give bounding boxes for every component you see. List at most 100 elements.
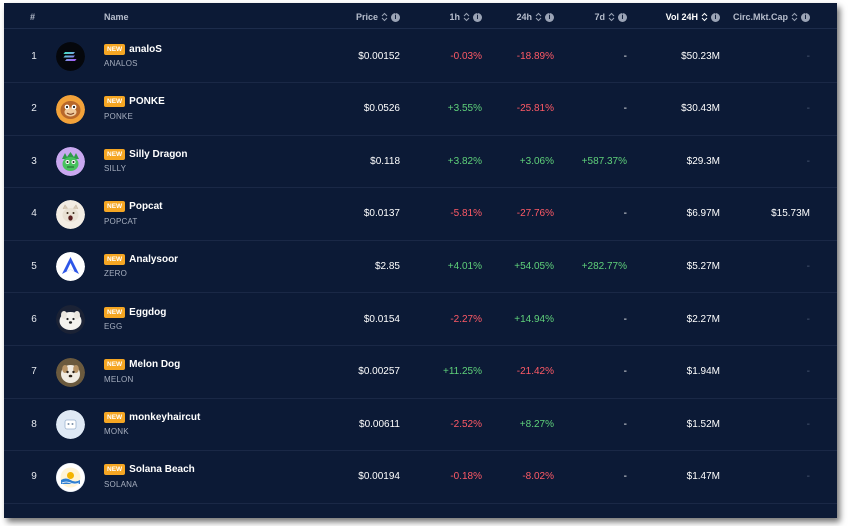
circ-mkt-cap-cell: - [806, 418, 810, 430]
change-1h-cell: -0.03% [450, 50, 482, 62]
volume-24h-cell: $1.52M [686, 418, 720, 430]
table-row[interactable]: 5 NEW Analysoor ZERO $2.85 +4.01% +54.05% +282.… [4, 240, 837, 294]
change-7d-cell: - [623, 418, 627, 430]
sort-icon[interactable] [381, 12, 388, 22]
info-icon[interactable]: i [711, 12, 720, 22]
info-icon[interactable]: i [545, 12, 554, 22]
coin-name[interactable]: Analysoor [129, 253, 179, 265]
coin-name-block[interactable]: NEW Melon Dog MELON [104, 358, 180, 384]
sort-icon[interactable] [791, 12, 798, 22]
vol-24h-header-label: Vol 24H [665, 12, 698, 22]
coin-name-block[interactable]: NEW analoS ANALOS [104, 42, 162, 68]
sort-icon[interactable] [463, 12, 470, 22]
coin-name[interactable]: PONKE [129, 96, 165, 108]
change-24h-cell: -18.89% [516, 50, 554, 62]
rank-cell: 7 [31, 366, 37, 378]
name-header-label: Name [104, 12, 129, 22]
info-icon[interactable]: i [801, 12, 810, 22]
coin-name[interactable]: monkeyhaircut [129, 411, 201, 423]
circ-mkt-cap-header[interactable]: Circ.Mkt.Cap i [724, 10, 810, 24]
table-row[interactable]: 9 NEW Solana Beach SOLANA $0.00194 -0.18% -8.0… [4, 451, 837, 504]
table-header: # Name Price i 1h i 24h i 7d i Vol 24H i [4, 3, 837, 29]
analysoor-logo-icon [56, 252, 85, 282]
price-header[interactable]: Price i [314, 10, 400, 24]
change-7d-cell: - [623, 313, 627, 325]
sort-icon[interactable] [535, 12, 542, 22]
coin-name-block[interactable]: NEW Popcat POPCAT [104, 200, 163, 226]
change-24h-cell: -27.76% [516, 208, 554, 220]
rank-cell: 8 [31, 418, 37, 430]
coin-ticker: MELON [104, 374, 134, 384]
1h-header[interactable]: 1h i [404, 10, 482, 24]
ponke-logo-icon [56, 94, 85, 124]
7d-header-label: 7d [594, 12, 605, 22]
coin-ticker: SILLY [104, 164, 127, 174]
change-1h-cell: -2.27% [450, 313, 482, 325]
circ-mkt-cap-cell: - [806, 50, 810, 62]
coin-name-block[interactable]: NEW Silly Dragon SILLY [104, 147, 188, 173]
change-24h-cell: +54.05% [514, 260, 554, 272]
rank-cell: 4 [31, 208, 37, 220]
coin-name[interactable]: Silly Dragon [129, 148, 188, 160]
change-1h-cell: +4.01% [447, 260, 482, 272]
table-row[interactable]: 3 NEW Silly Dragon SILLY $0.118 +3.82% +3.06% +… [4, 135, 837, 189]
solana-beach-logo-icon [56, 462, 85, 492]
change-7d-cell: - [623, 103, 627, 115]
change-7d-cell: - [623, 50, 627, 62]
change-1h-cell: -0.18% [450, 471, 482, 483]
table-row[interactable]: 1 NEW analoS ANALOS $0.00152 -0.03% -18.89% - $5… [4, 30, 837, 83]
coin-name[interactable]: analoS [129, 43, 162, 55]
table-row[interactable]: 6 NEW Eggdog EGG $0.0154 -2.27% +14.94% - $2.27M… [4, 293, 837, 346]
volume-24h-cell: $1.47M [686, 471, 720, 483]
change-24h-cell: -25.81% [516, 103, 554, 115]
coin-name-block[interactable]: NEW Solana Beach SOLANA [104, 463, 195, 489]
silly-dragon-logo-icon [56, 147, 85, 177]
1h-header-label: 1h [449, 12, 460, 22]
change-7d-cell: - [623, 208, 627, 220]
circ-mkt-cap-cell: - [806, 313, 810, 325]
rank-header: # [30, 10, 40, 24]
table-row[interactable]: 7 NEW Melon Dog MELON $0.00257 +11.25% -21.42%… [4, 346, 837, 399]
24h-header[interactable]: 24h i [484, 10, 554, 24]
rank-cell: 3 [31, 155, 37, 167]
7d-header[interactable]: 7d i [559, 10, 627, 24]
table-row[interactable]: 8 NEW monkeyhaircut MONK $0.00611 -2.52% +8.27… [4, 398, 837, 452]
name-header[interactable]: Name [104, 10, 164, 24]
coin-name-block[interactable]: NEW monkeyhaircut MONK [104, 410, 200, 436]
coin-name[interactable]: Popcat [129, 201, 163, 213]
new-badge: NEW [104, 253, 126, 265]
new-badge: NEW [104, 148, 126, 160]
circ-mkt-cap-cell: - [806, 471, 810, 483]
coin-name-block[interactable]: NEW PONKE PONKE [104, 95, 165, 121]
vol-24h-header[interactable]: Vol 24H i [644, 10, 720, 24]
sort-icon[interactable] [608, 12, 615, 22]
circ-mkt-cap-cell: - [806, 366, 810, 378]
rank-cell: 9 [31, 471, 37, 483]
coin-ticker: ZERO [104, 269, 128, 279]
rank-cell: 5 [31, 260, 37, 272]
coin-name[interactable]: Melon Dog [129, 359, 181, 371]
coin-name[interactable]: Solana Beach [129, 464, 195, 476]
melon-dog-logo-icon [56, 357, 85, 387]
coin-name[interactable]: Eggdog [129, 306, 167, 318]
popcat-logo-icon [56, 199, 85, 229]
price-cell: $0.00152 [358, 50, 400, 62]
change-24h-cell: +3.06% [519, 155, 554, 167]
coin-name-block[interactable]: NEW Analysoor ZERO [104, 252, 178, 278]
price-header-label: Price [355, 12, 378, 22]
info-icon[interactable]: i [618, 12, 627, 22]
change-7d-cell: - [623, 366, 627, 378]
info-icon[interactable]: i [391, 12, 400, 22]
change-1h-cell: +3.55% [447, 103, 482, 115]
price-cell: $0.0526 [363, 103, 400, 115]
analos-logo-icon [56, 42, 85, 71]
table-row[interactable]: 4 NEW Popcat POPCAT $0.0137 -5.81% -27.76% - $6.… [4, 188, 837, 241]
24h-header-label: 24h [516, 12, 532, 22]
table-row[interactable]: 2 NEW PONKE PONKE $0.0526 +3.55% -25.81% - $30.4… [4, 83, 837, 136]
sort-icon[interactable] [701, 12, 708, 22]
new-badge: NEW [104, 43, 126, 55]
rank-cell: 6 [31, 313, 37, 325]
coin-name-block[interactable]: NEW Eggdog EGG [104, 305, 166, 331]
new-badge: NEW [104, 464, 126, 476]
info-icon[interactable]: i [473, 12, 482, 22]
